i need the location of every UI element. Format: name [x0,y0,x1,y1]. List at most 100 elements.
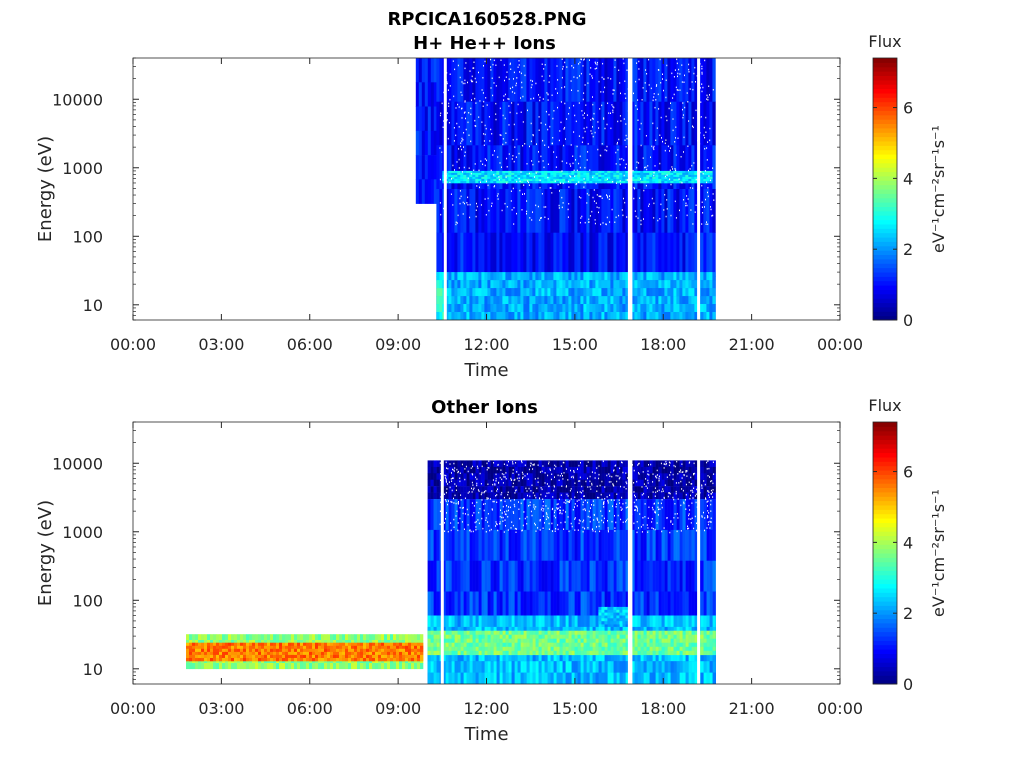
speckle [579,221,581,224]
flux-cell [643,479,647,487]
flux-cell [219,654,223,659]
flux-cell [670,176,674,180]
flux-cell [225,634,229,641]
speckle [474,163,476,165]
flux-cell [514,591,518,623]
speckle [560,101,562,103]
flux-cell [225,648,229,653]
flux-cell [511,172,515,176]
flux-cell [213,654,217,659]
flux-cell [460,172,464,176]
speckle [464,79,466,82]
speckle [475,215,477,218]
flux-cell [601,312,605,320]
speckle [637,99,639,101]
flux-cell [565,529,569,561]
flux-cell [511,272,515,281]
flux-cell [610,560,614,592]
flux-cell [643,174,647,178]
flux-cell [622,170,626,174]
flux-cell [520,288,524,297]
flux-cell [652,460,656,468]
flux-cell [466,466,470,474]
flux-cell [550,304,554,313]
flux-cell [460,591,464,623]
flux-cell [607,272,611,281]
flux-cell [556,466,560,474]
colorbar-segment [873,66,897,72]
flux-cell [402,648,406,653]
flux-cell [613,486,617,493]
flux-cell [646,280,650,289]
flux-cell [216,645,220,650]
speckle [606,149,608,152]
flux-cell [550,189,554,233]
flux-cell [601,172,605,176]
flux-cell [643,486,647,493]
flux-cell [574,479,578,487]
flux-cell [493,560,497,592]
colorbar-segment [873,298,897,304]
flux-cell [481,486,485,493]
flux-cell [568,145,572,190]
flux-cell [577,486,581,493]
speckle [599,195,601,198]
speckle [589,169,591,171]
flux-cell [195,642,199,646]
speckle [463,132,465,134]
flux-cell [445,661,449,673]
flux-cell [478,145,482,190]
flux-cell [520,101,524,146]
flux-cell [399,642,403,646]
flux-cell [267,651,271,656]
flux-cell [430,106,435,132]
flux-cell [706,591,710,623]
flux-cell [592,312,596,320]
flux-cell [544,101,548,146]
flux-cell [186,645,190,650]
flux-cell [709,176,713,180]
flux-cell [481,288,485,297]
colorbar-segment [873,306,897,312]
flux-cell [649,499,653,531]
flux-cell [559,145,563,190]
speckle [458,148,460,150]
flux-cell [688,232,692,277]
flux-cell [246,654,250,659]
flux-cell [520,479,524,487]
flux-cell [505,312,509,320]
flux-cell [466,649,470,662]
flux-cell [556,591,560,623]
speckle [457,103,459,106]
speckle [614,221,616,223]
speckle [633,186,635,189]
flux-cell [204,634,208,641]
flux-cell [381,663,385,670]
speckle [562,202,564,204]
flux-cell [466,178,470,182]
flux-cell [547,486,551,493]
flux-cell [381,642,385,646]
flux-cell [312,648,316,653]
flux-cell [469,312,473,320]
flux-cell [517,499,521,531]
speckle [640,223,642,226]
flux-cell [535,280,539,289]
speckle [493,185,495,188]
speckle [542,160,544,162]
flux-cell [655,296,659,305]
flux-cell [490,189,494,233]
flux-cell [616,181,620,184]
flux-cell [598,172,602,176]
flux-cell [643,460,647,468]
flux-cell [646,172,650,176]
flux-cell [706,272,710,281]
colorbar-segment [873,237,897,242]
data-gap [629,58,633,320]
speckle [688,68,690,71]
flux-cell [523,466,527,474]
speckle [707,187,709,189]
flux-cell [580,172,584,176]
flux-cell [688,288,692,297]
flux-cell [499,174,503,178]
